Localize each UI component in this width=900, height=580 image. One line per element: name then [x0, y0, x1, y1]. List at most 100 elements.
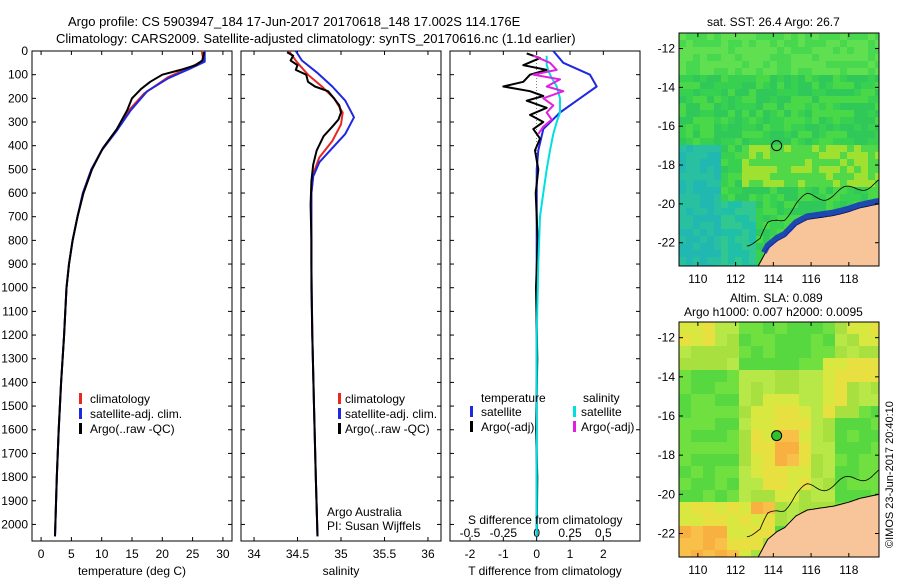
map-x-tick-label: 114	[764, 272, 783, 286]
y-tick-label: 1300	[1, 352, 28, 366]
map-cell	[714, 145, 722, 153]
map-cell	[871, 334, 879, 347]
map-cell	[707, 61, 715, 69]
map-cell	[715, 370, 728, 383]
map-cell	[763, 33, 771, 41]
map-cell	[861, 187, 869, 195]
map-cell	[868, 166, 876, 174]
map-cell	[763, 54, 771, 62]
map-cell	[875, 180, 879, 188]
map-cell	[784, 40, 792, 48]
map-cell	[714, 110, 722, 118]
map-cell	[840, 180, 848, 188]
map-cell	[739, 478, 752, 491]
map-cell	[798, 124, 806, 132]
map-cell	[763, 159, 771, 167]
map-cell	[819, 33, 827, 41]
map-cell	[826, 117, 834, 125]
map-cell	[749, 264, 757, 266]
map-cell	[707, 75, 715, 83]
map-cell	[833, 117, 841, 125]
map-cell	[798, 173, 806, 181]
map-cell	[756, 208, 764, 216]
map-cell	[707, 138, 715, 146]
map-cell	[868, 194, 876, 202]
map-cell	[787, 334, 800, 347]
map-cell	[875, 82, 879, 90]
map-cell	[742, 145, 750, 153]
y-tick-label: 1900	[1, 494, 28, 508]
map-cell	[763, 89, 771, 97]
map-cell	[861, 166, 869, 174]
y-tick-label: 1200	[1, 328, 28, 342]
map-cell	[805, 47, 813, 55]
map-cell	[756, 103, 764, 111]
map-cell	[791, 152, 799, 160]
top-tick-label: -0.5	[460, 526, 481, 540]
map-cell	[798, 145, 806, 153]
map-cell	[735, 243, 743, 251]
map-cell	[679, 117, 687, 125]
map-cell	[798, 187, 806, 195]
map-cell	[739, 322, 752, 335]
map-cell	[756, 68, 764, 76]
map-cell	[770, 61, 778, 69]
map-cell	[707, 33, 715, 41]
map-cell	[805, 145, 813, 153]
map-cell	[742, 243, 750, 251]
y-tick-label: 1400	[1, 375, 28, 389]
map-cell	[707, 68, 715, 76]
map-cell	[799, 346, 812, 359]
map-cell	[749, 61, 757, 69]
map-cell	[749, 250, 757, 258]
map-cell	[775, 370, 788, 383]
map-cell	[756, 117, 764, 125]
map-cell	[840, 166, 848, 174]
legend-label-temp-satellite: satellite	[481, 405, 522, 419]
map-cell	[861, 54, 869, 62]
s-diff-label: S difference from climatology	[468, 513, 623, 527]
map-cell	[861, 61, 869, 69]
map-cell	[693, 75, 701, 83]
x-tick-label: 34.5	[286, 547, 310, 561]
map-cell	[826, 124, 834, 132]
map-cell	[679, 152, 687, 160]
map-cell	[775, 322, 788, 335]
map-cell	[721, 131, 729, 139]
map-cell	[751, 322, 764, 335]
map-cell	[693, 222, 701, 230]
map-cell	[721, 68, 729, 76]
map-cell	[770, 117, 778, 125]
map-cell	[763, 442, 776, 455]
map-cell	[703, 370, 716, 383]
map-cell	[833, 180, 841, 188]
map-cell	[721, 180, 729, 188]
map-cell	[812, 187, 820, 195]
legend-label-satellite: satellite-adj. clim.	[345, 407, 437, 421]
map-cell	[751, 442, 764, 455]
map-cell	[691, 454, 704, 467]
map-cell	[770, 47, 778, 55]
map-cell	[742, 215, 750, 223]
map-cell	[854, 61, 862, 69]
map-cell	[703, 418, 716, 431]
map-cell	[787, 430, 800, 443]
map-cell	[812, 103, 820, 111]
map-cell	[693, 131, 701, 139]
map-cell	[742, 47, 750, 55]
map-cell	[847, 466, 860, 479]
map-cell	[787, 466, 800, 479]
map-cell	[826, 131, 834, 139]
series-line-salinity-satellite	[535, 55, 561, 537]
map-cell	[840, 194, 848, 202]
map-cell	[721, 40, 729, 48]
map-cell	[756, 33, 764, 41]
map-cell	[871, 454, 879, 467]
map-cell	[714, 208, 722, 216]
map-cell	[749, 229, 757, 237]
map-cell	[812, 110, 820, 118]
map-cell	[833, 54, 841, 62]
map-cell	[798, 33, 806, 41]
map-cell	[840, 138, 848, 146]
map-cell	[823, 322, 836, 335]
